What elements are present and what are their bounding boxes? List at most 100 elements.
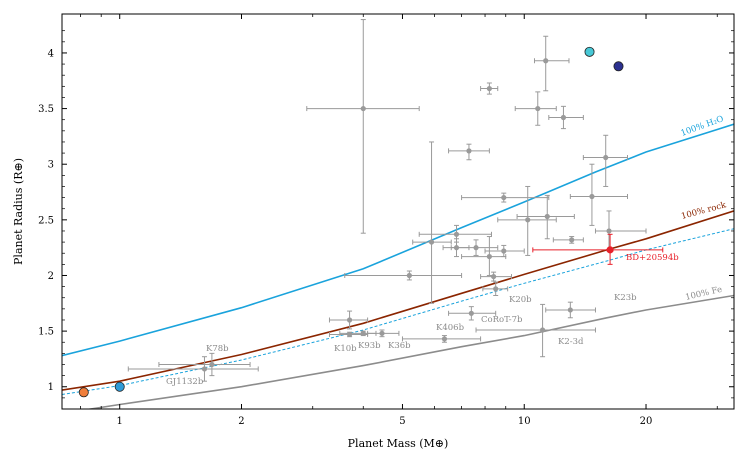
planet-point-k78b-marker: [209, 361, 215, 368]
planet-point-21: [418, 224, 493, 243]
planet-point-1: [306, 19, 420, 234]
curve-label-100-h2o: 100% H₂O: [680, 114, 726, 139]
y-tick-label-2.5: 2.5: [38, 215, 54, 226]
planet-point-8: [582, 134, 629, 187]
solar-planet-neptune: [613, 61, 624, 72]
planet-point-6-marker: [535, 105, 541, 112]
y-tick-label-3.5: 3.5: [38, 104, 54, 115]
planet-point-k36b: [367, 329, 400, 338]
planet-point-11-marker: [544, 213, 550, 220]
planet-point-3-marker: [466, 148, 472, 154]
planet-point-k20b: [482, 281, 509, 297]
planet-point-20: [480, 271, 512, 282]
planet-point-10-marker: [525, 217, 531, 223]
planet-point-2-marker: [428, 239, 435, 245]
planet-label-k23b: K23b: [614, 293, 637, 303]
highlight-point-bd-20594b-marker: [606, 246, 614, 254]
planet-point-8-marker: [603, 154, 609, 161]
planet-point-18-marker: [406, 272, 412, 279]
planet-point-7: [548, 105, 584, 130]
axis-ticks: 1 2 5 10 20 1 1.5 2 2.5 3 3.5 4: [38, 14, 734, 427]
planet-point-1-marker: [360, 105, 366, 112]
curve-label-100-rock: 100% rock: [680, 200, 728, 222]
planet-point-14: [594, 210, 647, 252]
planet-label-gj1132b: GJ1132b: [166, 377, 204, 387]
planet-point-18: [344, 270, 463, 281]
planet-point-k20b-marker: [493, 286, 499, 292]
planet-point-3: [448, 143, 490, 161]
planet-point-k406b: [401, 335, 482, 343]
planet-point-13: [552, 236, 584, 244]
x-tick-label-5: 5: [399, 416, 405, 427]
planet-point-k23b: [545, 301, 596, 319]
solar-planet-earth: [114, 381, 125, 392]
planet-point-2: [412, 141, 452, 304]
planet-point-k2-3d-marker: [539, 327, 546, 333]
x-tick-label-1: 1: [117, 416, 123, 427]
planet-point-6: [514, 91, 557, 126]
y-tick-label-1: 1: [48, 382, 54, 393]
planet-point-5: [533, 35, 570, 92]
highlight-label: BD+20594b: [626, 253, 679, 263]
planet-point-11: [516, 194, 575, 240]
planet-point-12: [569, 163, 629, 226]
planet-point-9-marker: [501, 194, 507, 201]
planet-label-k93b: K93b: [358, 341, 381, 351]
planet-point-4: [480, 82, 499, 95]
plot-frame: [61, 13, 735, 410]
planet-label-k10b: K10b: [334, 344, 357, 354]
planet-point-15-marker: [473, 245, 479, 251]
planet-point-k23b-marker: [567, 307, 573, 313]
planet-point-k93b-marker: [360, 330, 366, 336]
x-tick-label-20: 20: [640, 416, 653, 427]
planet-point-k2-3d: [475, 303, 596, 358]
y-tick-label-3: 3: [48, 160, 54, 171]
planet-point-14-marker: [606, 228, 612, 234]
planet-point-corot-7b-marker: [468, 310, 474, 316]
planet-point-k36b-marker: [379, 330, 385, 336]
planet-label-k2-3d: K2-3d: [558, 337, 584, 347]
planet-point-7-marker: [560, 114, 567, 121]
planet-label-k20b: K20b: [509, 295, 532, 305]
planet-point-12-marker: [589, 193, 595, 200]
planet-point-17: [484, 244, 525, 258]
planet-point-22-marker: [453, 245, 460, 251]
planet-label-k78b: K78b: [206, 344, 229, 354]
y-tick-label-1.5: 1.5: [38, 327, 54, 338]
planet-point-5-marker: [543, 58, 549, 64]
solar-planet-uranus: [584, 46, 595, 57]
y-tick-label-2: 2: [48, 271, 54, 282]
planet-point-gj1132b-marker: [201, 366, 208, 372]
planet-point-k406b-marker: [441, 336, 448, 342]
curve-100-rock: [62, 210, 734, 391]
planet-point-20-marker: [491, 273, 497, 280]
planet-point-k10b-marker: [346, 331, 353, 338]
x-tick-label-2: 2: [238, 416, 244, 427]
curve-rock-dashed-: [62, 228, 734, 395]
y-axis-label: Planet Radius (R⊕): [12, 158, 25, 265]
planet-point-19-marker: [346, 317, 353, 323]
curve-100-fe: [85, 294, 734, 409]
planet-label-corot-7b: CoRoT-7b: [481, 315, 523, 325]
y-tick-label-4: 4: [48, 48, 54, 59]
planet-point-16: [461, 236, 507, 276]
planet-label-k406b: K406b: [436, 323, 465, 333]
x-tick-label-10: 10: [518, 416, 531, 427]
planet-point-21-marker: [453, 231, 460, 237]
planet-point-22: [442, 238, 470, 258]
plot-content: [62, 19, 734, 409]
planet-label-k36b: K36b: [388, 341, 411, 351]
solar-planet-venus: [78, 387, 89, 398]
planet-point-10: [497, 185, 557, 256]
planet-point-4-marker: [486, 85, 492, 92]
planet-point-19: [328, 310, 369, 330]
planet-point-corot-7b: [448, 306, 497, 321]
planet-point-9: [461, 192, 550, 203]
planet-point-17-marker: [501, 248, 507, 254]
highlight-point-bd-20594b: [532, 233, 664, 265]
curve-100-h2o: [62, 123, 734, 357]
planet-point-16-marker: [486, 253, 492, 260]
x-axis-label: Planet Mass (M⊕): [348, 437, 449, 450]
planet-point-13-marker: [569, 237, 575, 243]
